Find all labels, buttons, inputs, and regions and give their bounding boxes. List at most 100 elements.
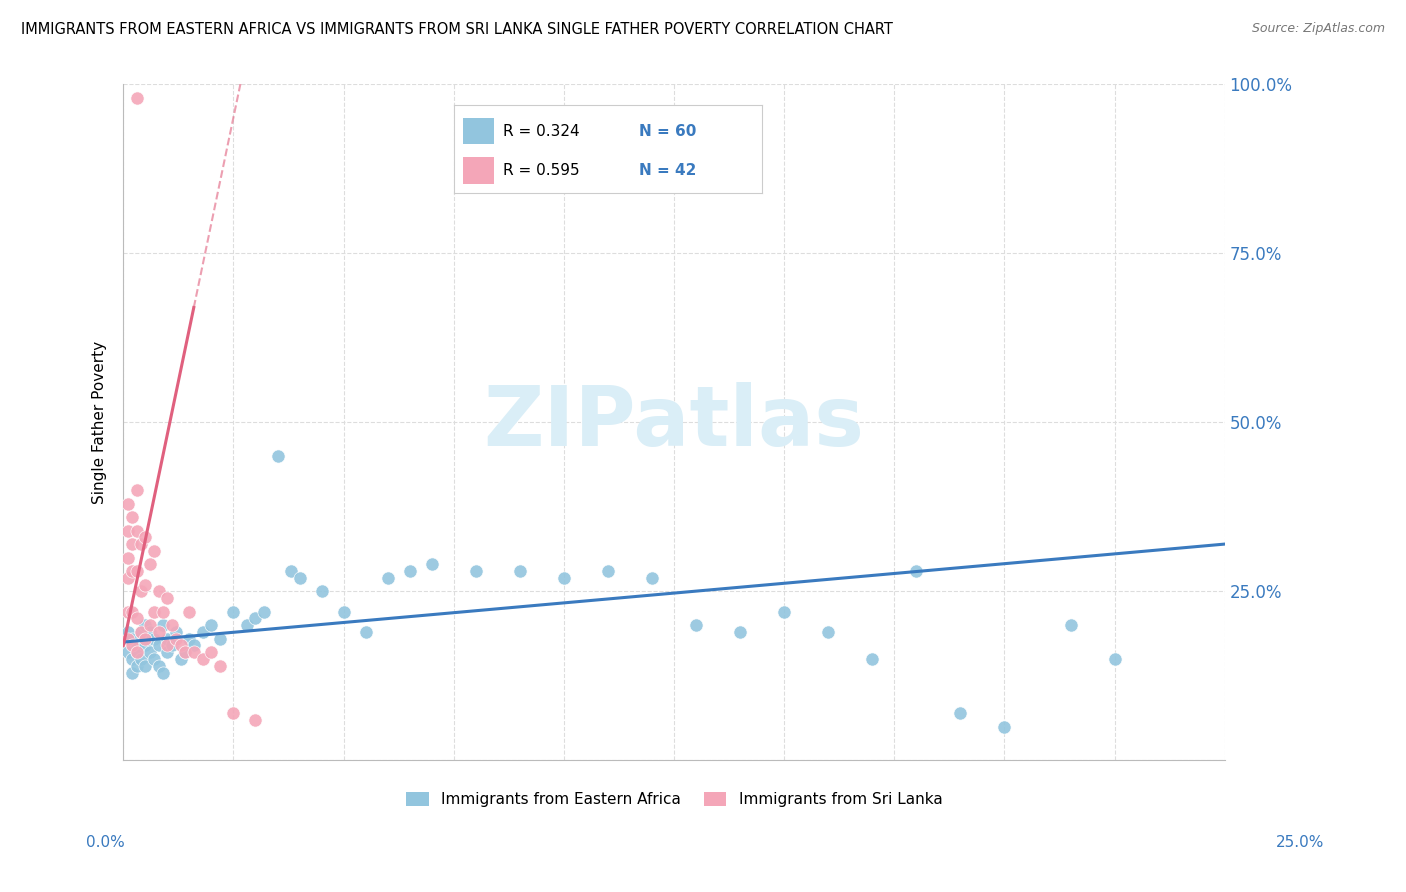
Point <box>1104 652 1126 666</box>
Y-axis label: Single Father Poverty: Single Father Poverty <box>93 341 107 504</box>
Point <box>728 624 751 639</box>
Point <box>191 624 214 639</box>
Text: IMMIGRANTS FROM EASTERN AFRICA VS IMMIGRANTS FROM SRI LANKA SINGLE FATHER POVERT: IMMIGRANTS FROM EASTERN AFRICA VS IMMIGR… <box>21 22 893 37</box>
Point <box>222 706 245 720</box>
Point <box>152 665 174 680</box>
Point <box>773 605 796 619</box>
Point <box>138 618 160 632</box>
Point <box>148 624 170 639</box>
Point <box>596 564 619 578</box>
Point <box>117 624 139 639</box>
Point <box>117 550 139 565</box>
Point <box>121 652 143 666</box>
Point <box>125 524 148 538</box>
Point <box>121 632 143 646</box>
Point <box>117 645 139 659</box>
Text: 0.0%: 0.0% <box>86 836 125 850</box>
Point <box>209 632 232 646</box>
Point <box>129 584 152 599</box>
Point <box>156 639 179 653</box>
Point <box>117 496 139 510</box>
Point <box>138 645 160 659</box>
Point <box>183 645 205 659</box>
Point <box>553 571 575 585</box>
Point <box>509 564 531 578</box>
Point <box>125 645 148 659</box>
Point <box>685 618 707 632</box>
Point <box>245 611 267 625</box>
Point <box>165 624 187 639</box>
Point <box>129 537 152 551</box>
Text: 25.0%: 25.0% <box>1277 836 1324 850</box>
Point <box>235 618 257 632</box>
Point <box>148 639 170 653</box>
Point <box>117 605 139 619</box>
Point <box>121 665 143 680</box>
Point <box>134 530 156 544</box>
Point <box>129 624 152 639</box>
Point <box>121 605 143 619</box>
Text: Source: ZipAtlas.com: Source: ZipAtlas.com <box>1251 22 1385 36</box>
Point <box>222 605 245 619</box>
Point <box>134 639 156 653</box>
Point <box>129 652 152 666</box>
Point <box>179 605 201 619</box>
Point <box>464 564 486 578</box>
Point <box>949 706 972 720</box>
Point <box>245 713 267 727</box>
Point <box>266 449 288 463</box>
Point <box>134 632 156 646</box>
Point <box>332 605 354 619</box>
Point <box>134 618 156 632</box>
Point <box>209 658 232 673</box>
Point <box>117 632 139 646</box>
Point <box>311 584 333 599</box>
Point <box>152 618 174 632</box>
Point <box>860 652 883 666</box>
Text: ZIPatlas: ZIPatlas <box>484 382 865 463</box>
Point <box>179 632 201 646</box>
Point <box>138 624 160 639</box>
Point <box>354 624 377 639</box>
Point <box>200 645 222 659</box>
Point <box>148 658 170 673</box>
Point <box>125 483 148 497</box>
Point <box>817 624 839 639</box>
Point <box>174 645 197 659</box>
Point <box>134 658 156 673</box>
Point <box>156 645 179 659</box>
Point <box>134 577 156 591</box>
Point <box>160 618 183 632</box>
Point <box>125 564 148 578</box>
Point <box>200 618 222 632</box>
Point <box>1059 618 1081 632</box>
Point <box>148 584 170 599</box>
Point <box>253 605 276 619</box>
Point <box>156 591 179 606</box>
Point <box>160 639 183 653</box>
Point <box>641 571 664 585</box>
Point <box>191 652 214 666</box>
Point <box>125 639 148 653</box>
Point <box>129 624 152 639</box>
Legend: Immigrants from Eastern Africa, Immigrants from Sri Lanka: Immigrants from Eastern Africa, Immigran… <box>399 786 949 814</box>
Point <box>138 558 160 572</box>
Point <box>288 571 311 585</box>
Point <box>152 605 174 619</box>
Point <box>156 632 179 646</box>
Point <box>165 632 187 646</box>
Point <box>125 91 148 105</box>
Point <box>169 639 191 653</box>
Point <box>174 645 197 659</box>
Point <box>125 645 148 659</box>
Point <box>398 564 420 578</box>
Point <box>121 639 143 653</box>
Point <box>905 564 928 578</box>
Point <box>121 564 143 578</box>
Point <box>183 639 205 653</box>
Point <box>280 564 302 578</box>
Point <box>121 537 143 551</box>
Point <box>420 558 443 572</box>
Point <box>117 524 139 538</box>
Point <box>143 605 166 619</box>
